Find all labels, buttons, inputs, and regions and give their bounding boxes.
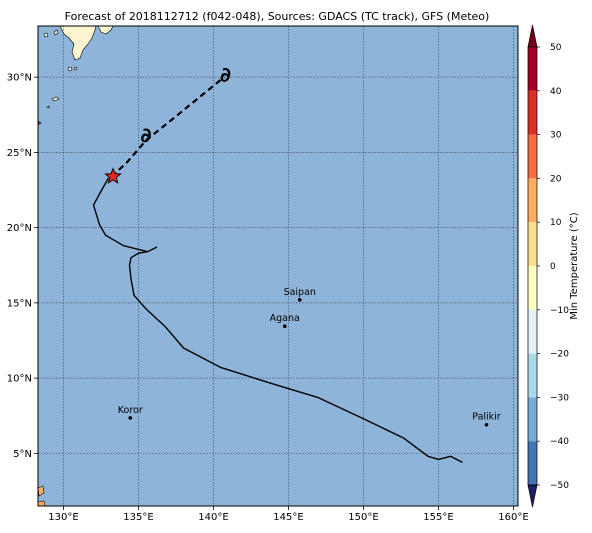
colorbar-tick-label: −10 <box>550 306 569 316</box>
colorbar-band <box>528 178 537 223</box>
colorbar-tick-label: 10 <box>550 218 562 228</box>
city-label: Koror <box>118 405 143 416</box>
land-island-3 <box>67 66 73 72</box>
land-island-1 <box>43 32 49 38</box>
land-island-4 <box>73 66 78 71</box>
city-marker <box>282 324 287 328</box>
colorbar-tick-label: 0 <box>550 262 556 272</box>
map-frame <box>37 25 519 507</box>
land-kyushu <box>59 25 97 61</box>
city-marker <box>128 416 133 420</box>
colorbar-band <box>528 309 537 354</box>
y-tick-label: 5°N <box>13 449 32 460</box>
colorbar-band <box>528 90 537 135</box>
land-island-5 <box>51 96 60 102</box>
land-edge-2 <box>37 485 45 497</box>
track-observed-line <box>92 177 463 464</box>
typhoon-forecast-icon: ∂ <box>220 63 231 87</box>
colorbar-tick-label: −50 <box>550 481 569 491</box>
tc-track: ∂∂ <box>92 63 463 464</box>
x-tick-label: 140°E <box>198 512 228 523</box>
typhoon-forecast-icon: ∂ <box>141 123 152 147</box>
colorbar-tick-label: 20 <box>550 174 562 184</box>
colorbar-band <box>528 134 537 179</box>
colorbar-bottom-extend <box>527 484 538 508</box>
colorbar-tick-label: 50 <box>550 43 562 53</box>
y-tick-label: 20°N <box>7 223 32 234</box>
colorbar-tick-label: 30 <box>550 131 562 141</box>
map-grid <box>38 26 518 506</box>
colorbar-band <box>528 266 537 310</box>
x-tick-label: 130°E <box>48 512 78 523</box>
land-edge-3 <box>37 500 46 507</box>
x-tick-label: 155°E <box>423 512 453 523</box>
colorbar-band <box>528 47 537 91</box>
y-tick-label: 10°N <box>7 374 32 385</box>
map-title: Forecast of 2018112712 (f042-048), Sourc… <box>65 10 490 23</box>
colorbar-tick-label: −30 <box>550 393 569 403</box>
colorbar: 50 40 30 20 10 0 −10 −20 −30 −40 −50 <box>527 24 569 508</box>
colorbar-band <box>528 353 537 398</box>
colorbar-band <box>528 397 537 442</box>
x-tick-label: 160°E <box>498 512 528 523</box>
x-tick-label: 145°E <box>273 512 303 523</box>
city-marker <box>297 298 302 302</box>
track-forecast-line <box>110 76 225 178</box>
colorbar-label: Min Temperature (°C) <box>569 212 580 319</box>
y-axis: 5°N 10°N 15°N 20°N 25°N 30°N <box>7 73 38 460</box>
ocean-background <box>38 26 518 506</box>
colorbar-tick-label: −40 <box>550 437 569 447</box>
city-label: Palikir <box>472 412 501 423</box>
land-masses <box>37 25 114 507</box>
city-marker <box>484 422 489 427</box>
colorbar-tick-label: 40 <box>550 87 562 97</box>
colorbar-tick-label: −20 <box>550 350 569 360</box>
x-tick-label: 135°E <box>123 512 153 523</box>
storm-current-position-star-icon <box>104 167 122 184</box>
city-label: Agana <box>270 313 300 324</box>
x-tick-label: 150°E <box>348 512 378 523</box>
colorbar-band <box>528 222 537 266</box>
y-tick-label: 25°N <box>7 148 32 159</box>
y-tick-label: 15°N <box>7 298 32 309</box>
x-axis: 130°E 135°E 140°E 145°E 150°E 155°E 160°E <box>48 506 529 523</box>
land-island-6 <box>46 105 50 109</box>
land-island-2 <box>53 29 59 36</box>
colorbar-top-extend <box>527 24 538 48</box>
city-label: Saipan <box>284 287 316 298</box>
city-markers: Saipan Agana Koror Palikir <box>118 287 501 427</box>
y-tick-label: 30°N <box>7 73 32 84</box>
colorbar-band <box>528 441 537 485</box>
